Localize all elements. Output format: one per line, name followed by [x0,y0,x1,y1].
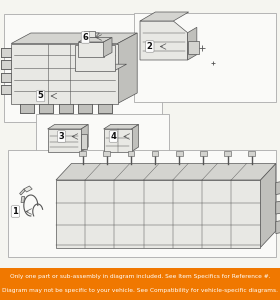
Bar [152,151,158,156]
Polygon shape [21,196,25,202]
Bar [0,268,280,300]
Polygon shape [78,103,92,112]
Polygon shape [276,181,280,195]
Polygon shape [81,124,88,152]
Text: 5: 5 [38,92,43,100]
Polygon shape [75,64,127,70]
Polygon shape [1,60,11,69]
Polygon shape [276,220,280,233]
Polygon shape [20,189,25,195]
Polygon shape [48,129,81,152]
Polygon shape [84,33,99,38]
Polygon shape [1,48,11,57]
Text: 2: 2 [147,42,153,51]
Polygon shape [132,124,139,152]
Bar [36,114,169,154]
Polygon shape [1,73,11,82]
Polygon shape [75,45,115,70]
Polygon shape [98,103,112,112]
Polygon shape [48,124,88,129]
Polygon shape [39,103,53,112]
Polygon shape [104,38,112,57]
Polygon shape [140,12,189,21]
Polygon shape [81,134,87,148]
Bar [8,150,276,256]
Polygon shape [104,129,132,152]
Text: 6: 6 [83,33,88,42]
Text: 4: 4 [111,132,116,141]
Text: Only one part or sub-assembly in diagram included. See Item Specifics for Refere: Only one part or sub-assembly in diagram… [10,274,270,279]
Polygon shape [84,32,95,38]
Polygon shape [118,33,137,104]
Bar [224,151,231,156]
Polygon shape [59,103,73,112]
Polygon shape [11,44,118,104]
Text: Diagram may not be specific to your vehicle. See Compatibility for vehicle-speci: Diagram may not be specific to your vehi… [2,288,278,293]
Bar [79,151,86,156]
Polygon shape [188,40,199,54]
Bar [4,14,162,122]
Polygon shape [78,42,104,57]
Polygon shape [56,164,276,180]
Polygon shape [56,180,260,248]
Polygon shape [24,186,32,192]
Bar [103,151,110,156]
Polygon shape [140,21,188,60]
Polygon shape [1,85,11,94]
Bar [134,14,276,102]
Polygon shape [276,200,280,214]
Polygon shape [20,103,34,112]
Polygon shape [104,124,139,129]
Bar [248,151,255,156]
Text: 1: 1 [13,207,18,216]
Bar [200,151,207,156]
Polygon shape [188,27,197,60]
Polygon shape [11,33,137,44]
Bar [127,151,134,156]
Bar [176,151,183,156]
Text: 3: 3 [59,132,64,141]
Polygon shape [78,38,112,42]
Polygon shape [260,164,276,247]
